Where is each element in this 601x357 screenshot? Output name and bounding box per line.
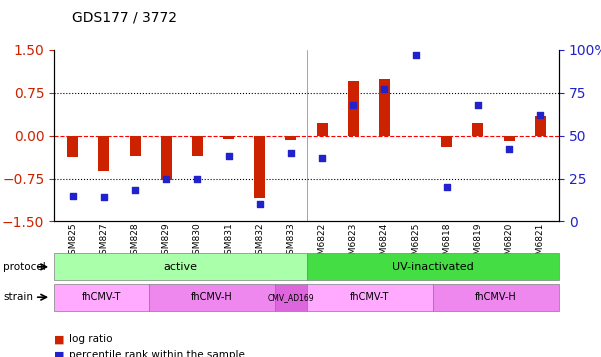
Text: fhCMV-H: fhCMV-H <box>191 292 233 302</box>
Point <box>349 102 358 108</box>
Point <box>504 146 514 152</box>
Point <box>130 188 140 193</box>
Bar <box>348 81 359 136</box>
Bar <box>535 116 546 136</box>
Point <box>224 154 233 159</box>
Text: fhCMV-T: fhCMV-T <box>82 292 121 302</box>
Text: ■: ■ <box>54 350 64 357</box>
Point <box>410 52 420 58</box>
Text: fhCMV-T: fhCMV-T <box>350 292 389 302</box>
Text: ■: ■ <box>54 334 64 344</box>
Bar <box>67 136 78 157</box>
Point <box>473 102 483 108</box>
Bar <box>441 136 452 147</box>
Point <box>317 155 327 161</box>
Bar <box>504 136 514 141</box>
Text: log ratio: log ratio <box>69 334 112 344</box>
Bar <box>254 136 265 198</box>
Bar <box>99 136 109 171</box>
Point <box>162 176 171 181</box>
Point <box>255 201 264 207</box>
Text: protocol: protocol <box>3 262 46 272</box>
Point <box>193 176 203 181</box>
Text: percentile rank within the sample: percentile rank within the sample <box>69 350 245 357</box>
Text: CMV_AD169: CMV_AD169 <box>267 293 314 302</box>
Text: fhCMV-H: fhCMV-H <box>475 292 517 302</box>
Bar <box>192 136 203 156</box>
Text: strain: strain <box>3 292 33 302</box>
Bar <box>472 123 483 136</box>
Point <box>68 193 78 198</box>
Text: GDS177 / 3772: GDS177 / 3772 <box>72 11 177 25</box>
Text: active: active <box>163 262 197 272</box>
Text: UV-inactivated: UV-inactivated <box>392 262 474 272</box>
Bar <box>285 136 296 140</box>
Point <box>535 112 545 118</box>
Bar <box>130 136 141 156</box>
Point <box>99 195 109 200</box>
Bar <box>161 136 172 180</box>
Bar <box>317 123 328 136</box>
Point <box>442 184 451 190</box>
Bar <box>223 136 234 139</box>
Bar <box>379 79 390 136</box>
Point <box>286 150 296 156</box>
Point <box>380 86 389 92</box>
